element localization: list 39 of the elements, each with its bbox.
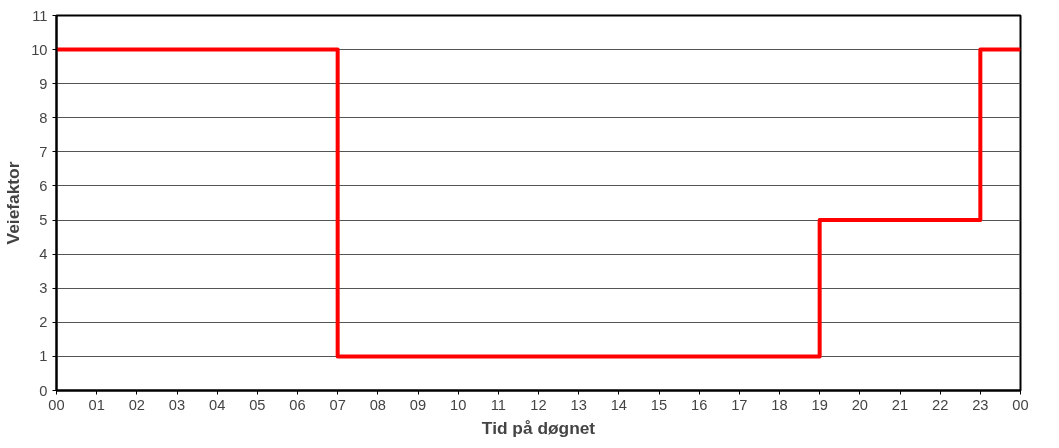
x-tick-label: 11 — [490, 396, 506, 413]
x-tick-label: 08 — [369, 396, 386, 413]
y-tick-label: 11 — [32, 7, 48, 24]
x-axis-title: Tid på døgnet — [481, 417, 596, 438]
x-tick-label: 03 — [168, 396, 186, 413]
x-tick-label: 23 — [972, 396, 989, 413]
x-tick-label: 17 — [731, 396, 748, 413]
x-tick-label: 14 — [610, 396, 627, 413]
x-tick-label: 21 — [891, 396, 909, 413]
y-tick-label: 9 — [39, 75, 48, 92]
x-tick-label: 04 — [209, 396, 226, 413]
x-tick-label: 10 — [450, 396, 467, 413]
x-tick-label: 00 — [48, 396, 65, 413]
y-tick-label: 0 — [39, 382, 48, 399]
y-tick-label: 5 — [39, 212, 48, 229]
x-tick-label: 00 — [1012, 396, 1029, 413]
x-tick-label: 12 — [530, 396, 547, 413]
y-axis-title: Veiefaktor — [3, 161, 24, 245]
y-tick-label: 6 — [39, 177, 48, 194]
x-tick-label: 06 — [289, 396, 306, 413]
x-tick-label: 16 — [691, 396, 708, 413]
x-tick-label: 01 — [88, 396, 105, 413]
x-tick-label: 13 — [570, 396, 587, 413]
x-tick-label: 07 — [329, 396, 346, 413]
y-tick-label: 8 — [39, 109, 48, 126]
y-tick-label: 7 — [39, 143, 48, 160]
x-tick-label: 02 — [128, 396, 145, 413]
y-tick-label: 2 — [39, 314, 48, 331]
y-tick-label: 10 — [31, 41, 48, 58]
x-tick-label: 20 — [851, 396, 868, 413]
x-tick-label: 19 — [811, 396, 828, 413]
x-tick-label: 18 — [771, 396, 788, 413]
x-tick-label: 15 — [650, 396, 668, 413]
x-tick-label: 09 — [409, 396, 427, 413]
y-tick-label: 3 — [39, 280, 48, 297]
y-tick-label: 4 — [39, 246, 48, 263]
x-tick-label: 05 — [249, 396, 266, 413]
y-tick-label: 1 — [39, 348, 48, 365]
x-tick-label: 22 — [932, 396, 949, 413]
